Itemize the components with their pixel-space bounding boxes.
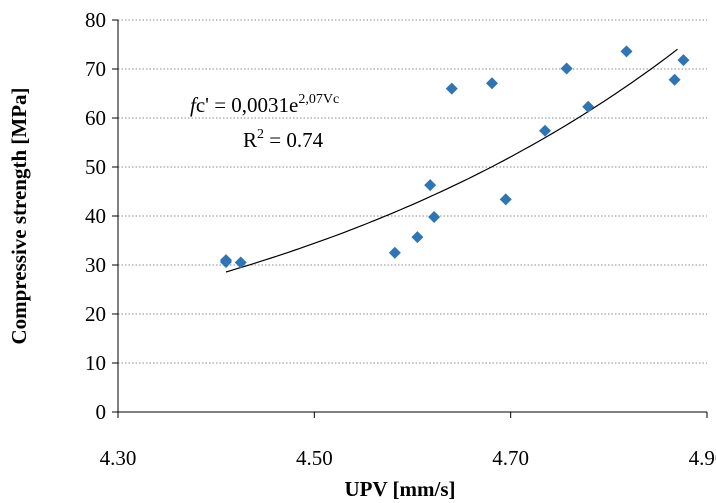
r-squared-label: R2 = 0.74 — [243, 127, 324, 152]
data-point — [428, 210, 441, 223]
y-tick-label: 70 — [85, 57, 106, 81]
x-tick-label: 4.70 — [492, 446, 529, 470]
x-tick-label: 4.50 — [296, 446, 333, 470]
x-tick-label: 4.30 — [100, 446, 137, 470]
data-point — [677, 54, 690, 67]
data-point — [219, 256, 232, 269]
y-tick-label: 20 — [85, 302, 106, 326]
data-point — [668, 73, 681, 86]
y-tick-label: 60 — [85, 106, 106, 130]
x-axis-title: UPV [mm/s] — [344, 477, 455, 501]
data-point — [445, 82, 458, 95]
y-tick-labels: 0 10 20 30 40 50 60 70 80 — [85, 8, 118, 424]
equation-prefix: c' = 0,0031e — [196, 93, 299, 117]
data-point — [620, 45, 633, 58]
data-point — [388, 246, 401, 259]
x-tick-label: 4.90 — [689, 446, 716, 470]
equation-prefix-italic: f — [190, 93, 199, 117]
grid-lines — [118, 19, 707, 364]
data-point — [424, 179, 437, 192]
axes — [117, 20, 707, 413]
trendline — [225, 48, 678, 273]
y-tick-label: 30 — [85, 253, 106, 277]
data-point — [486, 77, 499, 90]
trendline-group — [225, 48, 678, 273]
data-point — [539, 124, 552, 137]
y-tick-label: 50 — [85, 155, 106, 179]
y-tick-label: 10 — [85, 351, 106, 375]
equation-exponent: 2,07Vc — [298, 92, 339, 107]
r-squared-letter: R — [243, 128, 257, 152]
trendline-equation: fc' = 0,0031e2,07Vc — [190, 92, 339, 117]
y-tick-label: 40 — [85, 204, 106, 228]
y-tick-label: 0 — [96, 400, 107, 424]
x-tick-labels: 4.30 4.50 4.70 4.90 — [100, 412, 716, 470]
r-squared-sup: 2 — [257, 127, 264, 142]
r-squared-value: = 0.74 — [264, 128, 324, 152]
data-point — [582, 100, 595, 113]
data-point — [411, 231, 424, 244]
data-points — [219, 45, 690, 269]
data-point — [234, 256, 247, 269]
data-point — [560, 62, 573, 75]
data-point — [499, 193, 512, 206]
y-axis-title: Compressive strength [MPa] — [7, 87, 31, 344]
y-tick-label: 80 — [85, 8, 106, 32]
